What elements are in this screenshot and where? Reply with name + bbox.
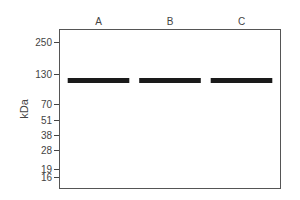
- svg-text:kDa: kDa: [18, 98, 30, 118]
- svg-text:19: 19: [41, 164, 53, 175]
- svg-text:16: 16: [41, 172, 53, 183]
- svg-text:C: C: [238, 16, 245, 27]
- svg-text:38: 38: [41, 130, 53, 141]
- svg-text:A: A: [95, 16, 102, 27]
- svg-text:130: 130: [35, 69, 52, 80]
- svg-text:B: B: [167, 16, 174, 27]
- svg-text:28: 28: [41, 145, 53, 156]
- svg-text:250: 250: [35, 37, 52, 48]
- svg-text:70: 70: [41, 99, 53, 110]
- svg-text:51: 51: [41, 115, 53, 126]
